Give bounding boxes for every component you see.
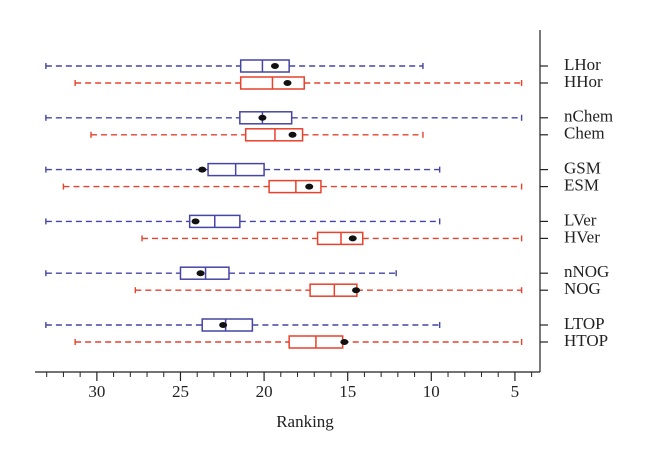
category-label: nChem	[564, 107, 613, 126]
box	[244, 128, 304, 142]
mean	[283, 80, 292, 86]
box	[316, 231, 364, 246]
x-tick-label: 30	[88, 382, 105, 401]
category-label: HTOP	[564, 331, 608, 350]
mean	[219, 322, 228, 328]
mean	[191, 218, 200, 225]
x-tick-label: 5	[511, 382, 520, 401]
mean	[288, 131, 297, 138]
box	[309, 283, 358, 297]
category-label: HVer	[564, 227, 600, 246]
x-tick-label: 15	[339, 382, 356, 401]
category-label: GSM	[564, 159, 601, 178]
category-label: LHor	[564, 55, 601, 74]
category-label: LVer	[564, 210, 597, 229]
mean	[305, 183, 314, 190]
mean	[270, 63, 279, 69]
category-label: nNOG	[564, 262, 609, 281]
box	[239, 59, 290, 73]
mean	[198, 166, 207, 173]
mean	[348, 235, 357, 242]
category-label: ESM	[564, 176, 599, 195]
mean	[196, 270, 205, 277]
box	[201, 318, 254, 332]
x-tick-label: 20	[256, 382, 273, 401]
mean	[258, 114, 267, 121]
box	[268, 179, 322, 194]
x-tick-label: 10	[423, 382, 440, 401]
x-tick-label: 25	[172, 382, 189, 401]
x-axis-label: Ranking	[276, 412, 334, 431]
category-label: NOG	[564, 279, 601, 298]
mean	[352, 287, 361, 294]
category-label: HHor	[564, 72, 603, 91]
category-label: Chem	[564, 124, 605, 143]
category-label: LTOP	[564, 314, 605, 333]
box	[179, 266, 230, 280]
mean	[340, 339, 349, 345]
